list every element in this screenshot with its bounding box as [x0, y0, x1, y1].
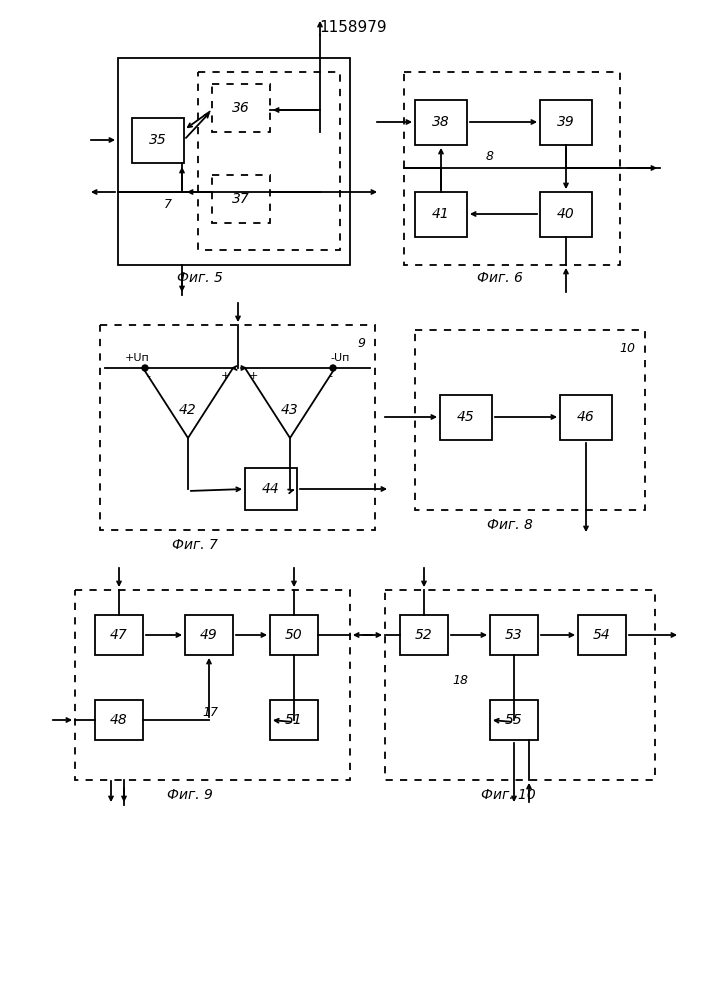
- Text: +: +: [221, 371, 230, 381]
- Text: 43: 43: [281, 403, 299, 417]
- Bar: [540, 192, 592, 237]
- Text: 36: 36: [232, 101, 250, 115]
- Bar: [415, 100, 467, 145]
- Text: 54: 54: [593, 628, 611, 642]
- Bar: [212, 175, 270, 223]
- Text: 9: 9: [357, 337, 365, 350]
- Text: 46: 46: [577, 410, 595, 424]
- Text: 47: 47: [110, 628, 128, 642]
- Bar: [415, 192, 467, 237]
- Text: 38: 38: [432, 115, 450, 129]
- Text: -Uп: -Uп: [331, 353, 350, 363]
- Bar: [490, 700, 538, 740]
- Text: Фиг. 8: Фиг. 8: [487, 518, 533, 532]
- Text: +: +: [248, 371, 257, 381]
- Text: Фиг. 5: Фиг. 5: [177, 271, 223, 285]
- Text: Фиг. 9: Фиг. 9: [167, 788, 213, 802]
- Text: 10: 10: [619, 342, 635, 355]
- Text: Фиг. 6: Фиг. 6: [477, 271, 523, 285]
- Text: 50: 50: [285, 628, 303, 642]
- Bar: [415, 330, 645, 510]
- Text: 7: 7: [164, 198, 172, 212]
- Bar: [540, 100, 592, 145]
- Text: 42: 42: [179, 403, 197, 417]
- Bar: [560, 395, 612, 440]
- Text: +Uп: +Uп: [125, 353, 150, 363]
- Text: 35: 35: [149, 133, 167, 147]
- Text: 39: 39: [557, 115, 575, 129]
- Text: 49: 49: [200, 628, 218, 642]
- Text: 17: 17: [202, 706, 218, 718]
- Bar: [95, 700, 143, 740]
- Bar: [118, 58, 350, 265]
- Bar: [270, 615, 318, 655]
- Text: 40: 40: [557, 207, 575, 221]
- Bar: [132, 118, 184, 163]
- Text: 1158979: 1158979: [319, 20, 387, 35]
- Text: -: -: [146, 371, 150, 381]
- Bar: [198, 72, 340, 250]
- Bar: [95, 615, 143, 655]
- Text: 48: 48: [110, 713, 128, 727]
- Text: 52: 52: [415, 628, 433, 642]
- Bar: [404, 72, 620, 265]
- Bar: [490, 615, 538, 655]
- Bar: [75, 590, 350, 780]
- Text: 45: 45: [457, 410, 475, 424]
- Text: 44: 44: [262, 482, 280, 496]
- Bar: [100, 325, 375, 530]
- Bar: [185, 615, 233, 655]
- Bar: [400, 615, 448, 655]
- Text: 18: 18: [452, 674, 468, 686]
- Text: 55: 55: [505, 713, 523, 727]
- Text: Фиг. 10: Фиг. 10: [481, 788, 535, 802]
- Text: -: -: [328, 371, 332, 381]
- Bar: [270, 700, 318, 740]
- Bar: [440, 395, 492, 440]
- Text: 53: 53: [505, 628, 523, 642]
- Bar: [212, 84, 270, 132]
- Text: 37: 37: [232, 192, 250, 206]
- Text: 41: 41: [432, 207, 450, 221]
- Circle shape: [330, 365, 336, 371]
- Bar: [385, 590, 655, 780]
- Bar: [245, 468, 297, 510]
- Text: Фиг. 7: Фиг. 7: [172, 538, 218, 552]
- Circle shape: [142, 365, 148, 371]
- Text: 8: 8: [486, 149, 494, 162]
- Bar: [578, 615, 626, 655]
- Text: 51: 51: [285, 713, 303, 727]
